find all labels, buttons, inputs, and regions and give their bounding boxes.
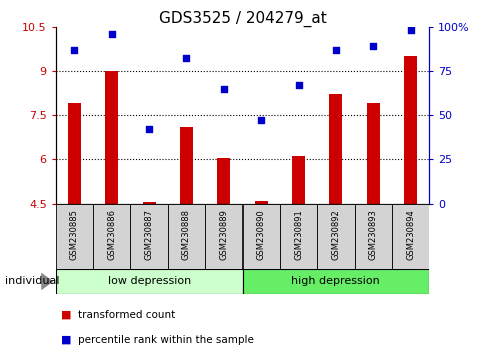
Bar [180,127,193,204]
Point [107,31,115,36]
Bar [366,103,379,204]
Text: GSM230894: GSM230894 [405,210,414,260]
Text: GSM230893: GSM230893 [368,210,377,261]
Bar [142,202,155,204]
Text: high depression: high depression [291,276,379,286]
Bar [105,71,118,204]
Bar [242,269,428,294]
Bar [68,103,81,204]
Point [219,86,227,91]
Bar [93,204,130,269]
Bar [354,204,391,269]
Text: GSM230892: GSM230892 [331,210,340,260]
Text: ■: ■ [60,310,71,320]
Bar [279,204,317,269]
Bar [291,156,304,204]
Bar [317,204,354,269]
Bar [217,158,230,204]
Text: ■: ■ [60,335,71,345]
Bar [254,201,267,204]
Bar [329,95,342,204]
Text: GSM230887: GSM230887 [144,210,153,261]
Text: low depression: low depression [107,276,190,286]
Bar [56,269,242,294]
Text: GSM230886: GSM230886 [107,210,116,261]
Point [331,47,339,52]
Bar [205,204,242,269]
Text: individual: individual [5,276,59,286]
Bar [391,204,428,269]
Bar [56,204,93,269]
Bar [130,204,167,269]
Text: GDS3525 / 204279_at: GDS3525 / 204279_at [158,11,326,27]
Text: GSM230885: GSM230885 [70,210,79,261]
Polygon shape [41,273,53,290]
Bar [403,56,416,204]
Point [406,27,413,33]
Text: transformed count: transformed count [77,310,175,320]
Text: GSM230890: GSM230890 [256,210,265,260]
Point [257,118,265,123]
Point [369,43,377,49]
Bar [242,204,279,269]
Point [294,82,302,88]
Text: GSM230889: GSM230889 [219,210,228,261]
Point [145,126,153,132]
Point [182,56,190,61]
Bar [167,204,205,269]
Text: percentile rank within the sample: percentile rank within the sample [77,335,253,345]
Text: GSM230888: GSM230888 [182,210,191,261]
Point [71,47,78,52]
Text: GSM230891: GSM230891 [293,210,302,260]
